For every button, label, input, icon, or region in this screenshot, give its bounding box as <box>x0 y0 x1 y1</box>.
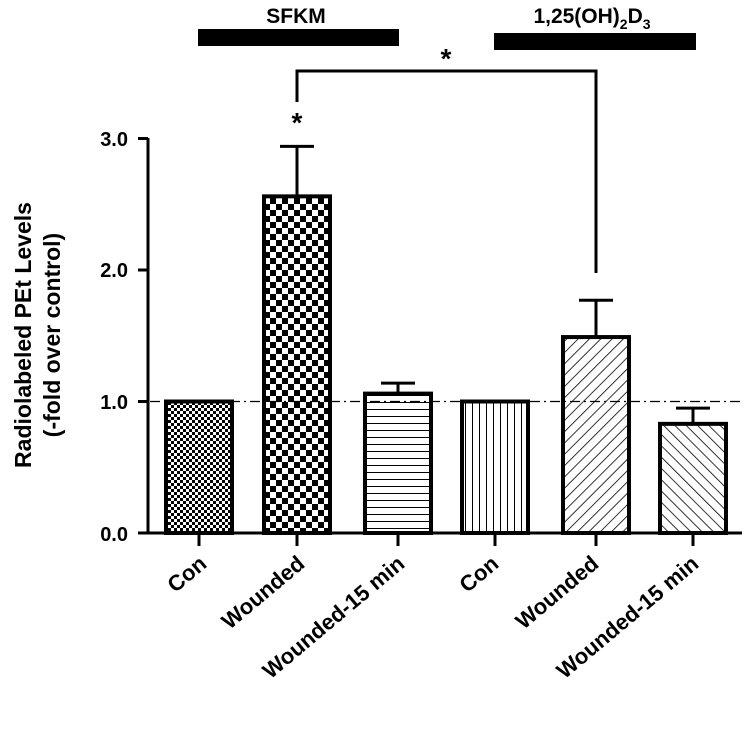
x-category-label: Wounded <box>217 551 310 634</box>
y-axis-title-line2: (-fold over control) <box>39 233 65 437</box>
y-tick-label: 3.0 <box>100 129 128 151</box>
x-category-label: Con <box>454 551 503 598</box>
y-tick-label: 2.0 <box>100 260 128 282</box>
group-bar-sfkm <box>198 29 399 46</box>
bar <box>561 335 631 535</box>
bar <box>262 194 332 536</box>
group-label-vitd: 1,25(OH)2D3 <box>533 5 650 32</box>
vitd-tail: D <box>628 5 643 28</box>
group-label-sfkm: SFKM <box>266 5 326 28</box>
y-tick-label: 1.0 <box>100 392 128 414</box>
significance-star-bracket: * <box>441 43 452 74</box>
x-category-label: Con <box>162 551 211 598</box>
bar <box>164 399 234 535</box>
y-tick-label: 0.0 <box>100 524 128 546</box>
significance-star-bar: * <box>292 107 303 138</box>
bar <box>460 399 530 535</box>
vitd-main: 1,25(OH) <box>533 5 619 28</box>
y-axis-title-line1: Radiolabeled PEt Levels <box>10 202 36 468</box>
group-bar-vitd <box>494 33 696 50</box>
bar <box>363 391 433 535</box>
significance-bracket <box>295 69 598 273</box>
vitd-sub2: 3 <box>643 16 651 32</box>
vitd-sub: 2 <box>620 16 628 32</box>
x-category-label: Wounded <box>511 551 604 634</box>
bar <box>658 421 728 536</box>
bars-layer <box>164 144 728 536</box>
